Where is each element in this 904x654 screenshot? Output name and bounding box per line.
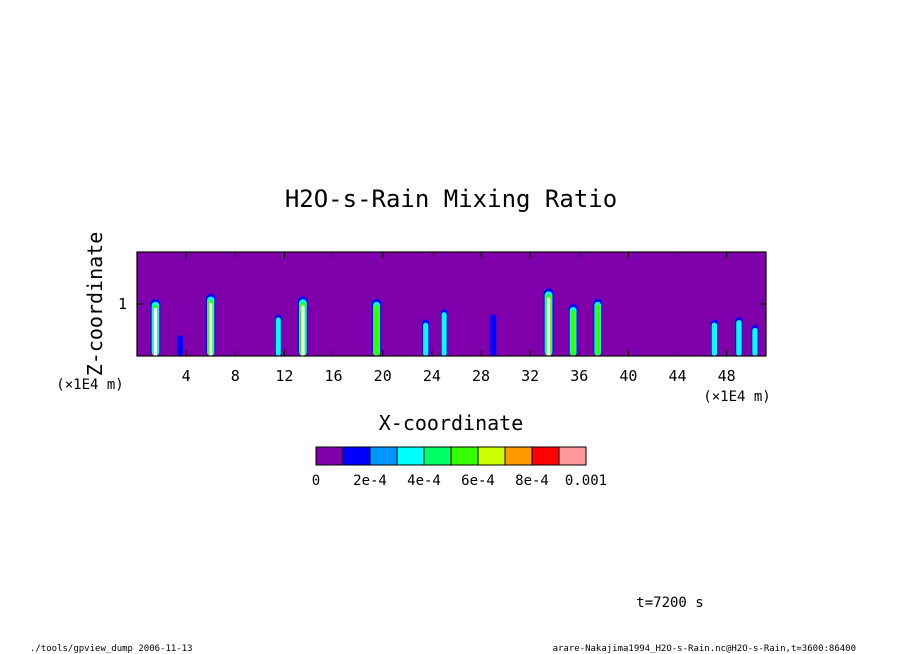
x-tick-label: 36 xyxy=(570,367,588,385)
rain-shaft xyxy=(593,298,602,356)
rain-shaft-layer xyxy=(490,314,497,356)
x-tick-label: 40 xyxy=(619,367,637,385)
rain-shafts xyxy=(150,288,759,356)
colorbar-label: 6e-4 xyxy=(461,473,495,489)
colorbar-label: 0.001 xyxy=(565,473,607,489)
rain-shaft-layer xyxy=(736,320,742,356)
rain-shaft-layer xyxy=(752,327,758,356)
rain-shaft-layer xyxy=(209,302,213,356)
rain-shaft xyxy=(490,314,497,356)
rain-shaft-layer xyxy=(570,310,576,356)
rain-shaft-layer xyxy=(546,297,551,356)
rain-shaft-layer xyxy=(441,312,447,356)
colorbar-label: 8e-4 xyxy=(515,473,549,489)
colorbar-label: 0 xyxy=(312,473,320,489)
x-tick-label: 12 xyxy=(275,367,293,385)
y-axis-ticks: 1 xyxy=(118,295,766,313)
colorbar-swatch xyxy=(477,446,506,466)
rain-shaft xyxy=(735,317,743,356)
colorbar-swatch xyxy=(369,446,398,466)
rain-shaft-layer xyxy=(711,322,718,356)
rain-shaft-layer xyxy=(275,317,281,356)
rain-shaft xyxy=(275,314,282,356)
colorbar-swatch xyxy=(558,446,587,466)
rain-shaft-layer xyxy=(301,305,305,356)
rain-shaft-layer xyxy=(423,322,429,356)
colorbar-swatch xyxy=(504,446,533,466)
rain-shaft xyxy=(372,298,382,356)
rain-shaft-layer xyxy=(374,304,380,356)
rain-shaft xyxy=(751,324,759,356)
x-axis-label: X-coordinate xyxy=(379,411,524,435)
colorbar-label: 4e-4 xyxy=(407,473,441,489)
colorbar-label: 2e-4 xyxy=(353,473,387,489)
x-tick-label: 24 xyxy=(423,367,441,385)
colorbar xyxy=(315,446,587,466)
footer-left: ./tools/gpview_dump 2006-11-13 xyxy=(30,644,193,654)
rain-shaft xyxy=(568,304,578,356)
footer-right: arare-Nakajima1994_H2O-s-Rain.nc@H2O-s-R… xyxy=(553,644,856,654)
y-axis-unit: (×1E4 m) xyxy=(56,377,123,393)
rain-shaft-layer xyxy=(153,307,158,356)
colorbar-swatch xyxy=(531,446,560,466)
colorbar-swatch xyxy=(396,446,425,466)
x-tick-label: 20 xyxy=(374,367,392,385)
rain-shaft xyxy=(543,288,554,356)
colorbar-swatch xyxy=(315,446,344,466)
x-tick-label: 32 xyxy=(521,367,539,385)
x-tick-label: 48 xyxy=(718,367,736,385)
x-tick-label: 16 xyxy=(325,367,343,385)
plot-background xyxy=(137,252,766,356)
rain-shaft xyxy=(206,293,216,356)
y-tick-label: 1 xyxy=(118,295,127,313)
colorbar-labels: 0 2e-4 4e-4 6e-4 8e-4 0.001 xyxy=(312,473,607,489)
rain-shaft xyxy=(297,296,308,356)
x-axis-unit: (×1E4 m) xyxy=(703,389,770,405)
colorbar-swatch xyxy=(342,446,371,466)
time-label: t=7200 s xyxy=(636,595,703,611)
x-tick-label: 4 xyxy=(182,367,191,385)
rain-shaft xyxy=(422,319,430,356)
rain-shaft xyxy=(177,335,183,356)
y-axis-label: Z-coordinate xyxy=(83,232,107,377)
rain-shaft-layer xyxy=(595,304,601,356)
rain-shaft xyxy=(150,298,161,356)
colorbar-swatch xyxy=(450,446,479,466)
chart-title: H2O-s-Rain Mixing Ratio xyxy=(285,185,617,213)
x-axis-ticks: 4 8 12 16 20 24 28 32 36 40 44 48 xyxy=(182,252,736,385)
x-tick-label: 44 xyxy=(669,367,687,385)
rain-shaft-layer xyxy=(177,335,183,356)
x-tick-label: 28 xyxy=(472,367,490,385)
colorbar-swatch xyxy=(423,446,452,466)
rain-shaft xyxy=(710,319,718,356)
x-tick-label: 8 xyxy=(231,367,240,385)
rain-shaft xyxy=(440,309,448,356)
